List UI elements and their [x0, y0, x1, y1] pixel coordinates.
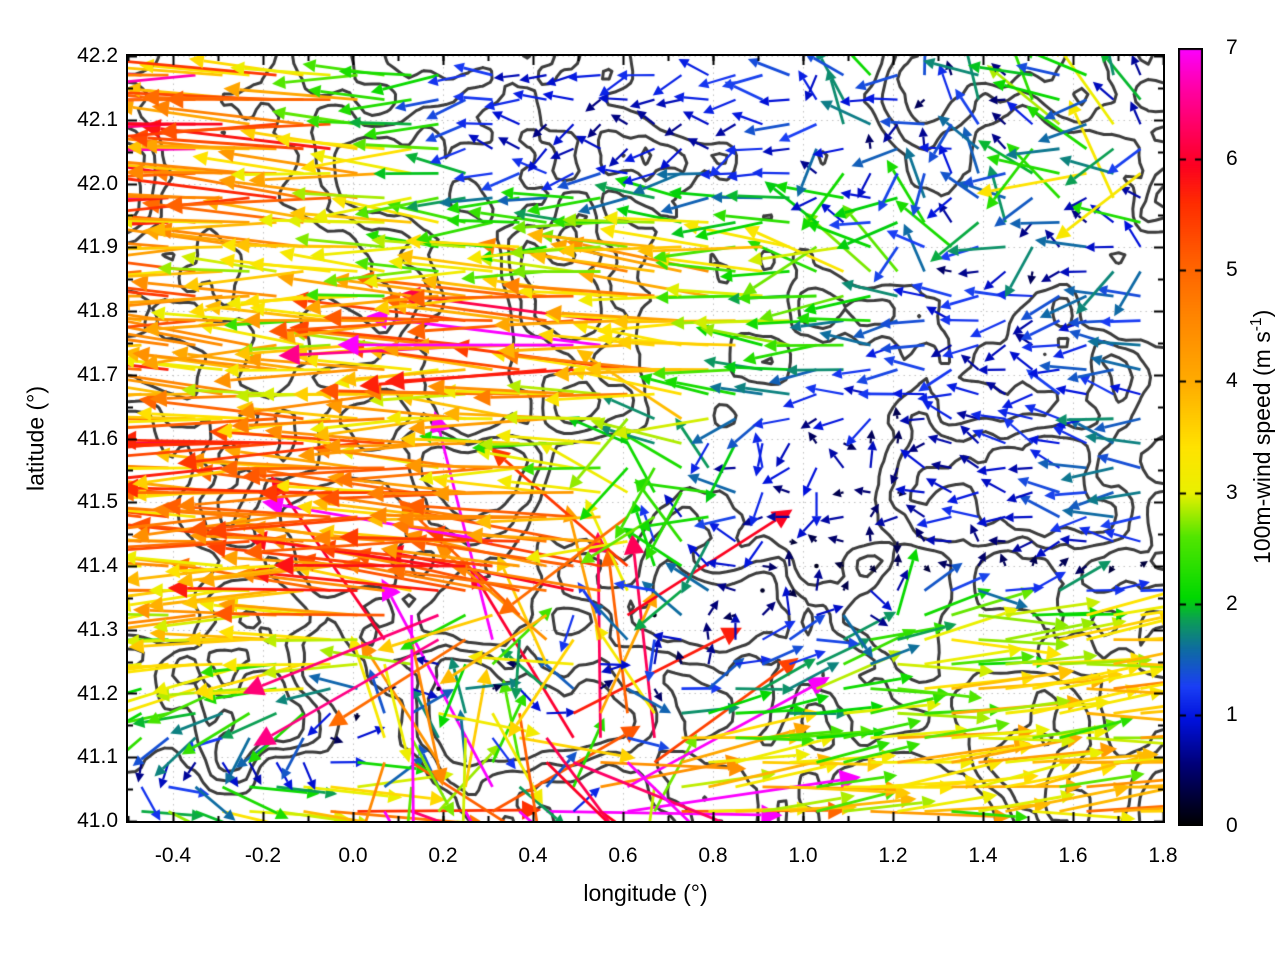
y-tick-label: 41.5 [77, 490, 118, 514]
x-tick-label: 0.2 [428, 844, 458, 867]
x-tick-label: 0.8 [698, 844, 728, 867]
x-tick-label: 1.2 [878, 844, 908, 867]
colorbar-label-close: ) [1248, 309, 1275, 318]
y-axis-label: latitude (°) [22, 385, 49, 491]
y-tick-label: 41.7 [77, 362, 118, 386]
x-tick-label: -0.2 [244, 844, 282, 867]
x-tick-label: 0.4 [518, 844, 548, 867]
x-axis-label: longitude (°) [583, 880, 708, 906]
y-tick-label: 41.8 [77, 299, 118, 322]
y-tick-label: 41.6 [77, 426, 118, 450]
y-tick-label: 41.0 [77, 809, 118, 832]
colorbar-label-sup: -1 [1248, 317, 1266, 332]
colorbar-tick-label: 0 [1226, 814, 1238, 837]
y-tick-label: 41.2 [77, 681, 118, 705]
colorbar-tick-label: 1 [1226, 702, 1238, 726]
plot-canvas [128, 56, 1163, 821]
x-tick-label: 1.8 [1148, 844, 1178, 867]
x-tick-label: -0.4 [154, 844, 192, 867]
y-tick-label: 41.3 [77, 617, 118, 641]
y-tick-label: 42.2 [77, 44, 118, 67]
y-tick-label: 41.1 [77, 745, 118, 769]
colorbar-tick-label: 4 [1226, 369, 1238, 393]
y-tick-label: 41.4 [77, 554, 118, 577]
x-tick-label: 0.0 [338, 844, 368, 867]
colorbar-label-text: 100m-wind speed (m s [1248, 331, 1275, 564]
x-tick-label: 1.6 [1058, 844, 1088, 867]
colorbar [1178, 48, 1203, 826]
colorbar-tick-label: 5 [1226, 258, 1238, 282]
colorbar-tick-label: 3 [1226, 480, 1238, 504]
colorbar-tick-label: 2 [1226, 591, 1238, 615]
colorbar-tick-label: 6 [1226, 147, 1238, 171]
x-tick-label: 0.6 [608, 844, 638, 867]
x-tick-label: 1.4 [968, 844, 998, 867]
colorbar-label: 100m-wind speed (m s-1) [1248, 137, 1276, 737]
y-tick-label: 42.0 [77, 171, 118, 195]
y-tick-label: 41.9 [77, 235, 118, 259]
x-tick-label: 1.0 [788, 844, 818, 867]
y-tick-label: 42.1 [77, 107, 118, 131]
colorbar-tick-label: 7 [1226, 36, 1238, 59]
